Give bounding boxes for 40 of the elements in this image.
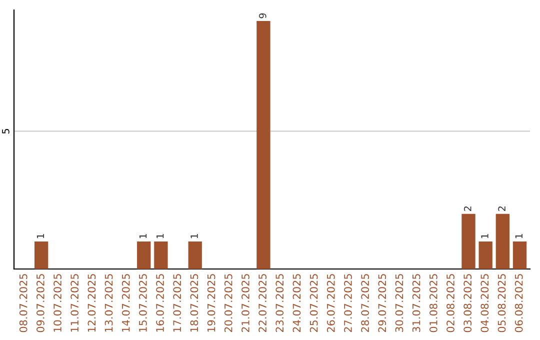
x-tick-label: 24.07.2025	[292, 274, 301, 332]
data-label: 1	[481, 234, 488, 238]
data-label: 1	[515, 234, 522, 238]
x-tick-label: 06.08.2025	[514, 274, 523, 332]
x-tick-label: 05.08.2025	[498, 274, 506, 332]
x-tick-label: 18.07.2025	[190, 274, 198, 332]
data-label: 2	[498, 206, 506, 211]
x-tick-label: 27.07.2025	[344, 274, 352, 332]
x-tick-label: 02.08.2025	[446, 274, 454, 332]
x-tick-label: 30.07.2025	[395, 274, 404, 332]
x-tick-label: 23.07.2025	[276, 274, 284, 332]
x-tick-label: 13.07.2025	[104, 274, 113, 332]
x-tick-label: 04.08.2025	[480, 274, 489, 332]
x-tick-label: 16.07.2025	[156, 274, 164, 332]
x-tick-label: 29.07.2025	[378, 274, 386, 332]
x-tick-label: 22.07.2025	[258, 274, 266, 332]
x-tick-label: 20.07.2025	[224, 274, 232, 332]
x-tick-label: 15.07.2025	[139, 274, 147, 332]
x-tick-label: 28.07.2025	[361, 274, 369, 332]
x-tick-label: 17.07.2025	[173, 274, 182, 332]
x-tick-label: 03.08.2025	[464, 274, 472, 332]
data-label: 1	[190, 234, 198, 238]
x-tick-label: 09.07.2025	[36, 274, 44, 332]
x-tick-label: 19.07.2025	[207, 274, 216, 332]
data-label: 9	[258, 13, 266, 18]
x-tick-label: 14.07.2025	[122, 274, 130, 332]
x-tick-label: 08.07.2025	[19, 274, 28, 332]
data-label: 1	[139, 234, 147, 238]
x-tick-label: 11.07.2025	[70, 274, 79, 332]
x-tick-label: 31.07.2025	[412, 274, 420, 332]
y-tick-label: 5	[2, 128, 10, 134]
x-tick-label: 25.07.2025	[310, 274, 318, 332]
x-tick-label: 26.07.2025	[326, 274, 335, 332]
x-tick-label: 21.07.2025	[242, 274, 250, 332]
data-label: 2	[464, 206, 472, 211]
x-tick-label: 12.07.2025	[88, 274, 96, 332]
x-tick-label: 01.08.2025	[429, 274, 438, 332]
x-tick-label: 10.07.2025	[54, 274, 62, 332]
data-label: 1	[36, 234, 44, 238]
data-label: 1	[156, 234, 164, 238]
